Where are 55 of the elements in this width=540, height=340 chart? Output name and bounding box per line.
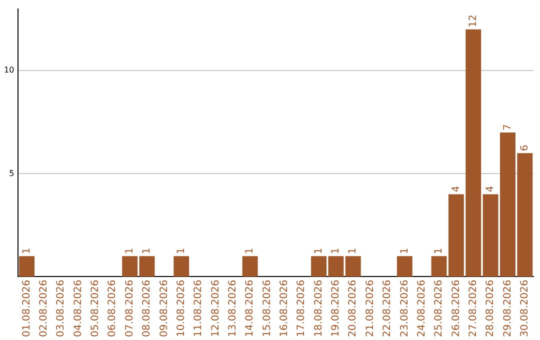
x-tick-label: 12.08.2026	[210, 280, 222, 338]
bar	[345, 256, 361, 277]
x-tick-label: 27.08.2026	[468, 280, 479, 338]
data-label: 1	[399, 248, 410, 254]
bar	[139, 256, 155, 277]
data-label: 1	[124, 248, 136, 254]
y-tick-label: 5	[9, 168, 14, 178]
data-label: 4	[485, 186, 496, 192]
data-label: 6	[519, 144, 530, 152]
data-label: 1	[434, 248, 445, 254]
x-tick-label: 26.08.2026	[450, 280, 462, 338]
x-tick-label: 30.08.2026	[519, 280, 530, 338]
x-tick-label: 06.08.2026	[107, 280, 118, 338]
x-tick-label: 04.08.2026	[72, 280, 84, 338]
x-tick-label: 03.08.2026	[56, 280, 67, 338]
x-tick-label: 23.08.2026	[399, 280, 410, 338]
bar	[19, 256, 34, 277]
bar	[242, 256, 258, 277]
x-tick-label: 05.08.2026	[90, 280, 102, 338]
x-tick-label: 24.08.2026	[416, 280, 428, 338]
data-label: 1	[142, 248, 153, 254]
x-tick-label: 08.08.2026	[142, 280, 153, 338]
data-label: 1	[348, 248, 359, 254]
x-tick-label: 02.08.2026	[38, 280, 50, 338]
x-tick-label: 18.08.2026	[313, 280, 324, 338]
bar	[174, 256, 190, 277]
x-tick-label: 17.08.2026	[296, 280, 308, 338]
bar	[431, 256, 447, 277]
x-tick-label: 28.08.2026	[485, 280, 496, 338]
y-tick-label: 10	[4, 66, 14, 75]
x-tick-label: 09.08.2026	[158, 280, 170, 338]
x-tick-label: 16.08.2026	[279, 280, 290, 338]
data-label: 12	[468, 14, 479, 28]
data-label: 1	[244, 248, 256, 254]
data-label: 1	[176, 248, 187, 254]
x-tick-label: 11.08.2026	[193, 280, 204, 338]
data-label: 7	[502, 124, 514, 130]
x-tick-label: 14.08.2026	[244, 280, 256, 338]
data-label: 4	[450, 186, 462, 192]
x-tick-label: 15.08.2026	[262, 280, 273, 338]
x-tick-label: 07.08.2026	[124, 280, 136, 338]
data-label: 1	[313, 248, 324, 254]
x-tick-label: 20.08.2026	[348, 280, 359, 338]
x-tick-label: 21.08.2026	[364, 280, 376, 338]
x-tick-label: 19.08.2026	[330, 280, 342, 338]
x-tick-label: 25.08.2026	[434, 280, 445, 338]
x-tick-label: 13.08.2026	[227, 280, 238, 338]
x-tick-label: 29.08.2026	[502, 280, 514, 338]
x-tick-label: 01.08.2026	[21, 280, 32, 338]
bar	[122, 256, 138, 277]
bar	[396, 256, 412, 277]
data-label: 1	[21, 248, 32, 254]
data-label: 1	[330, 248, 342, 254]
x-tick-label: 22.08.2026	[382, 280, 394, 338]
x-tick-label: 10.08.2026	[176, 280, 187, 338]
